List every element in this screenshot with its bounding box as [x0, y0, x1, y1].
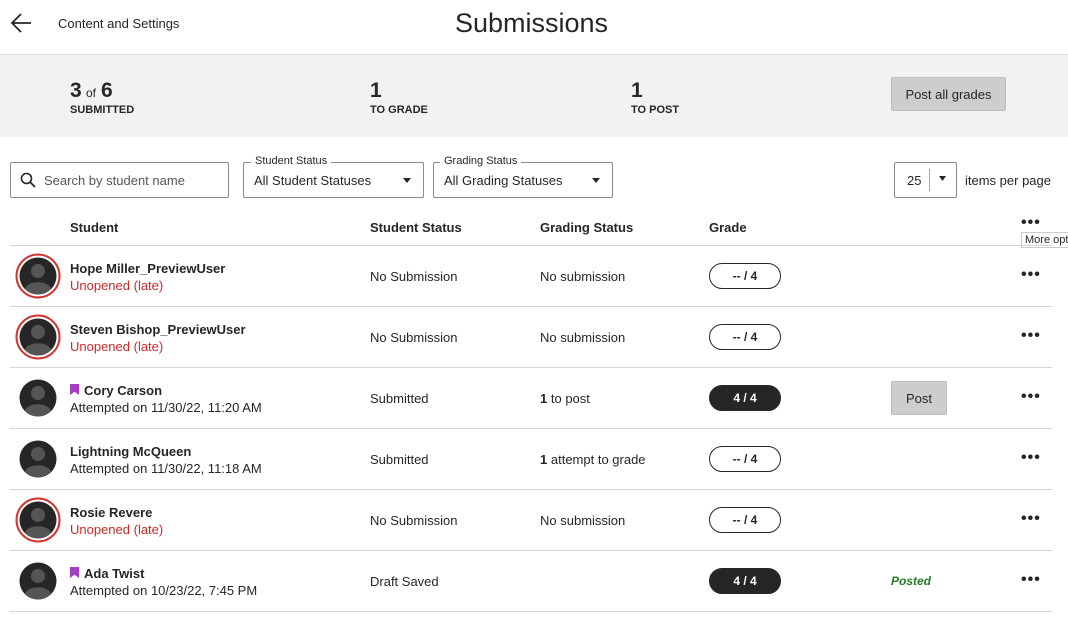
- caret: [403, 178, 411, 183]
- select-value: All Student Statuses: [254, 172, 372, 188]
- student-note: Unopened (late): [70, 339, 164, 354]
- divider: [929, 169, 930, 191]
- tooltip: More opt: [1021, 232, 1068, 248]
- grade-pill[interactable]: -- / 4: [709, 507, 781, 533]
- student-name[interactable]: Cory Carson: [84, 383, 163, 398]
- more-options[interactable]: •••: [1021, 388, 1041, 405]
- grade-pill[interactable]: -- / 4: [709, 324, 781, 350]
- student-status: No Submission: [370, 330, 458, 345]
- more-options[interactable]: •••: [1021, 266, 1041, 283]
- divider: [10, 550, 1052, 551]
- divider: [10, 245, 1052, 246]
- divider: [10, 367, 1052, 368]
- per-page-select[interactable]: 25: [894, 162, 957, 198]
- to-grade-count: 1: [370, 79, 382, 102]
- grade-pill[interactable]: 4 / 4: [709, 385, 781, 411]
- per-page-label: items per page: [965, 173, 1051, 188]
- search-icon: [20, 172, 36, 188]
- avatar: [19, 562, 57, 600]
- more-options[interactable]: •••: [1021, 510, 1041, 527]
- divider: [10, 428, 1052, 429]
- grade-pill[interactable]: -- / 4: [709, 446, 781, 472]
- caret: [592, 178, 600, 183]
- post-button[interactable]: Post: [891, 381, 947, 415]
- to-grade-label: TO GRADE: [370, 104, 428, 116]
- grade-pill[interactable]: 4 / 4: [709, 568, 781, 594]
- page-title: Submissions: [455, 8, 609, 38]
- student-name[interactable]: Lightning McQueen: [70, 444, 192, 459]
- grading-status: No submission: [540, 269, 625, 284]
- breadcrumb[interactable]: Content and Settings: [58, 16, 180, 31]
- search-placeholder: Search by student name: [44, 172, 185, 188]
- student-note: Attempted on 11/30/22, 11:18 AM: [70, 461, 262, 476]
- per-page-value: 25: [907, 172, 922, 188]
- select-label: Grading Status: [440, 155, 522, 167]
- more-options[interactable]: •••: [1021, 571, 1041, 588]
- more-options[interactable]: •••: [1021, 327, 1041, 344]
- column-header: Grading Status: [540, 220, 634, 235]
- summary: 3 of 6 SUBMITTED 1 TO GRADE 1 TO POST Po…: [0, 56, 1068, 137]
- divider: [10, 489, 1052, 490]
- column-header: Student Status: [370, 220, 462, 235]
- more-options[interactable]: •••: [1021, 449, 1041, 466]
- status-text: attempt to grade: [550, 452, 646, 467]
- to-post-count: 1: [631, 79, 643, 102]
- to-post-label: TO POST: [631, 104, 680, 116]
- status-text: No submission: [540, 330, 626, 345]
- avatar: [19, 440, 57, 478]
- back-button[interactable]: [10, 12, 32, 34]
- column-header: Grade: [709, 220, 747, 235]
- grading-status: 1 to post: [540, 391, 590, 406]
- student-name[interactable]: Ada Twist: [84, 566, 145, 581]
- grading-status: No submission: [540, 330, 625, 345]
- count: 1: [540, 391, 548, 406]
- search-box[interactable]: Search by student name: [10, 162, 229, 198]
- submitted-count: 3: [70, 79, 82, 102]
- avatar: [15, 253, 61, 299]
- student-status-select[interactable]: All Student Statuses: [243, 162, 424, 198]
- grading-status-select[interactable]: All Grading Statuses: [433, 162, 613, 198]
- status-text: No submission: [540, 269, 626, 284]
- posted-label: Posted: [891, 574, 932, 588]
- status-text: to post: [550, 391, 590, 406]
- student-name[interactable]: Steven Bishop_PreviewUser: [70, 322, 246, 337]
- select-label: Student Status: [251, 155, 332, 167]
- column-header: Student: [70, 220, 119, 235]
- header: Content and Settings Submissions: [0, 0, 1068, 55]
- student-note: Unopened (late): [70, 522, 164, 537]
- grading-status: 1 attempt to grade: [540, 452, 646, 467]
- more-options-header[interactable]: •••: [1021, 214, 1041, 231]
- count: 1: [540, 452, 548, 467]
- caret: [939, 176, 946, 181]
- student-status: No Submission: [370, 513, 458, 528]
- student-name[interactable]: Rosie Revere: [70, 505, 153, 520]
- status-text: No submission: [540, 513, 626, 528]
- submitted-total: 6: [101, 79, 113, 102]
- select-value: All Grading Statuses: [444, 172, 563, 188]
- student-name[interactable]: Hope Miller_PreviewUser: [70, 261, 226, 276]
- submitted-label: SUBMITTED: [70, 104, 135, 116]
- grading-status: No submission: [540, 513, 625, 528]
- avatar: [15, 314, 61, 360]
- of: of: [86, 86, 97, 100]
- student-note: Unopened (late): [70, 278, 164, 293]
- student-status: Draft Saved: [370, 574, 439, 589]
- divider: [10, 611, 1052, 612]
- post-all-button[interactable]: Post all grades: [891, 77, 1006, 111]
- avatar: [15, 497, 61, 543]
- avatar: [19, 379, 57, 417]
- student-status: Submitted: [370, 391, 429, 406]
- flag-icon: [70, 567, 79, 578]
- student-note: Attempted on 11/30/22, 11:20 AM: [70, 400, 262, 415]
- grade-pill[interactable]: -- / 4: [709, 263, 781, 289]
- divider: [10, 306, 1052, 307]
- flag-icon: [70, 384, 79, 395]
- student-status: Submitted: [370, 452, 429, 467]
- student-note: Attempted on 10/23/22, 7:45 PM: [70, 583, 258, 598]
- student-status: No Submission: [370, 269, 458, 284]
